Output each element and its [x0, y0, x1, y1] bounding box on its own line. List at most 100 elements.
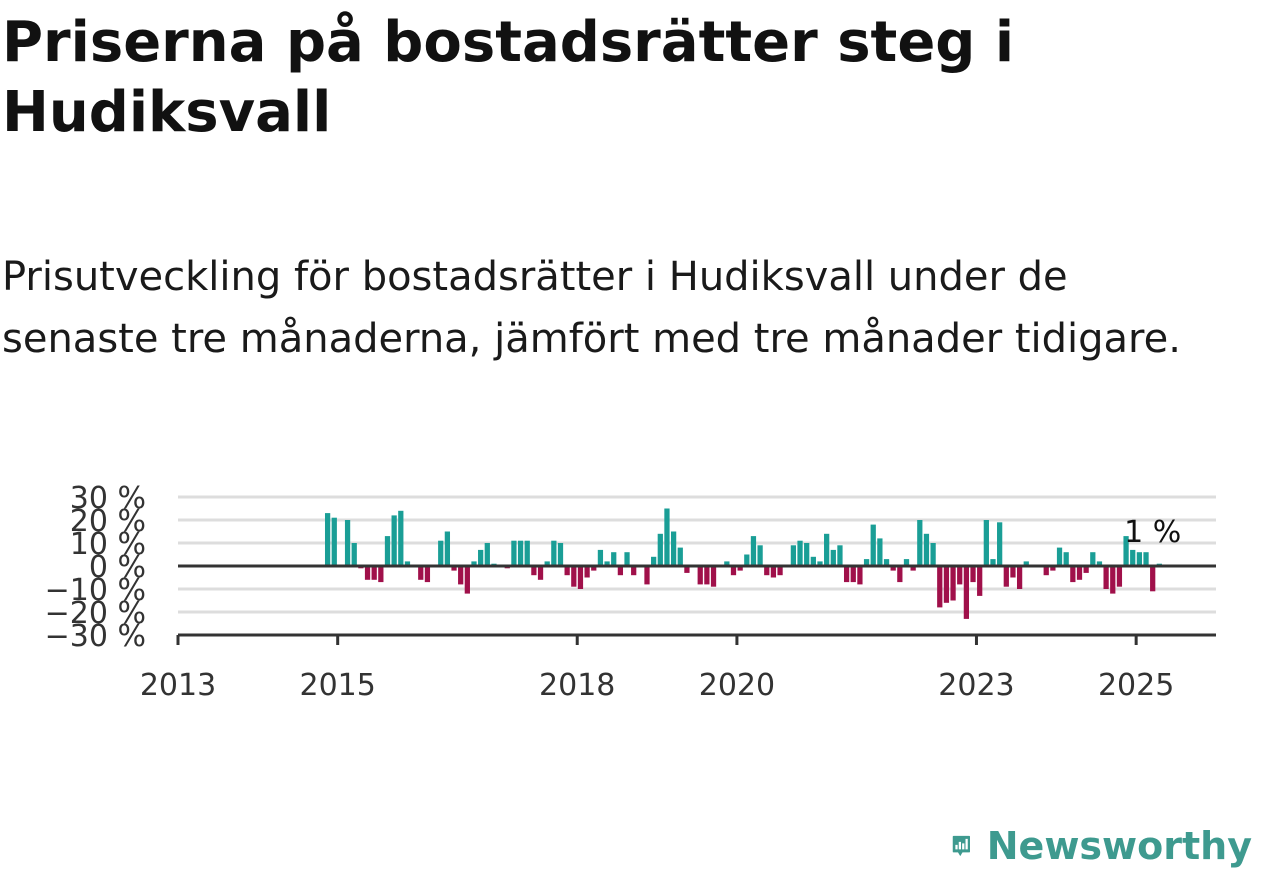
- bar: [930, 543, 936, 566]
- bar: [591, 566, 597, 571]
- bar: [1130, 549, 1136, 566]
- bar: [810, 556, 816, 566]
- bar: [344, 520, 351, 566]
- bar: [564, 566, 570, 576]
- bar: [1050, 566, 1056, 571]
- chart-area: 30 % 20 % 10 % 0 % −10 % −20 % −30 % 2013 2015 2…: [0, 470, 1262, 710]
- bar: [670, 531, 677, 566]
- bar: [624, 552, 630, 566]
- y-tick-label: −30 %: [45, 619, 146, 654]
- bar: [1090, 552, 1096, 566]
- bar: [478, 549, 484, 566]
- bar: [777, 566, 783, 576]
- bar: [611, 552, 617, 566]
- bar: [1070, 566, 1076, 583]
- bar: [378, 566, 384, 583]
- newsworthy-logo-icon: [952, 835, 970, 857]
- bar: [943, 566, 950, 603]
- annotations: 1 %: [1124, 515, 1181, 550]
- bar: [617, 566, 624, 576]
- bars: [324, 508, 1162, 619]
- bar: [451, 566, 457, 571]
- bar: [371, 566, 377, 580]
- x-tick-label: 2020: [699, 668, 775, 703]
- bar: [398, 510, 404, 566]
- bar: [1083, 566, 1089, 573]
- bar: [704, 566, 710, 585]
- bar: [657, 533, 663, 566]
- y-axis-tick-labels: 30 %20 %10 %0 %−10 %−20 %−30 %: [45, 481, 146, 654]
- bar: [710, 566, 717, 587]
- brand: Newsworthy: [952, 818, 1252, 874]
- bar: [730, 566, 737, 576]
- latest-value-label: 1 %: [1124, 515, 1181, 550]
- bar: [517, 540, 524, 566]
- bar: [764, 566, 770, 576]
- x-tick-label: 2018: [539, 668, 615, 703]
- bar: [963, 566, 970, 619]
- bar: [557, 543, 564, 566]
- bar: [983, 520, 989, 566]
- bar: [677, 547, 683, 566]
- bar: [824, 533, 830, 566]
- bar: [804, 543, 810, 566]
- bar-chart: 30 %20 %10 %0 %−10 %−20 %−30 % 2013 2015 2…: [45, 481, 1216, 703]
- bar: [870, 524, 876, 566]
- bar: [843, 566, 850, 583]
- bar: [1136, 552, 1143, 566]
- bar: [744, 554, 750, 566]
- bar: [917, 520, 923, 566]
- bar: [990, 559, 996, 566]
- bar: [837, 545, 843, 566]
- bar: [950, 566, 956, 601]
- bar: [863, 559, 870, 566]
- bar: [1043, 566, 1049, 576]
- bar: [997, 522, 1003, 566]
- axes: [176, 564, 1216, 645]
- bar: [1016, 566, 1023, 589]
- bar: [1150, 566, 1156, 592]
- chart-title: Priserna på bostadsrätter steg i Hudiksv…: [2, 10, 1015, 145]
- bar: [957, 566, 963, 585]
- brand-name: Newsworthy: [986, 824, 1252, 868]
- bar: [544, 561, 550, 566]
- bar: [1076, 566, 1083, 580]
- bar: [830, 549, 836, 566]
- x-tick-label: 2015: [300, 668, 376, 703]
- bar: [817, 561, 823, 566]
- bar: [797, 540, 803, 566]
- bar: [1096, 561, 1103, 566]
- bar: [1116, 566, 1123, 587]
- y-tick-label: 10 %: [70, 527, 146, 562]
- bar: [404, 561, 411, 566]
- bar: [903, 559, 910, 566]
- bar: [877, 538, 883, 566]
- bar: [923, 533, 930, 566]
- bar: [937, 566, 943, 608]
- bar: [464, 566, 470, 594]
- bar: [977, 566, 983, 596]
- bar: [644, 566, 650, 585]
- bar: [537, 566, 544, 580]
- bar: [364, 566, 371, 580]
- y-tick-label: −10 %: [45, 573, 146, 608]
- bar: [351, 543, 357, 566]
- bar: [664, 508, 670, 566]
- bar: [883, 559, 890, 566]
- x-tick-label: 2023: [938, 668, 1014, 703]
- bar: [484, 543, 490, 566]
- y-tick-label: 0 %: [89, 550, 146, 585]
- bar: [857, 566, 863, 585]
- bar: [631, 566, 637, 576]
- bar: [850, 566, 856, 583]
- gridlines: [178, 495, 1216, 614]
- bar: [1110, 566, 1116, 594]
- bar: [724, 561, 730, 566]
- bar: [424, 566, 431, 583]
- bar: [331, 517, 337, 566]
- bar: [1003, 566, 1009, 587]
- bar: [531, 566, 537, 576]
- bar: [1143, 552, 1149, 566]
- bar: [551, 540, 557, 566]
- bar: [438, 540, 444, 566]
